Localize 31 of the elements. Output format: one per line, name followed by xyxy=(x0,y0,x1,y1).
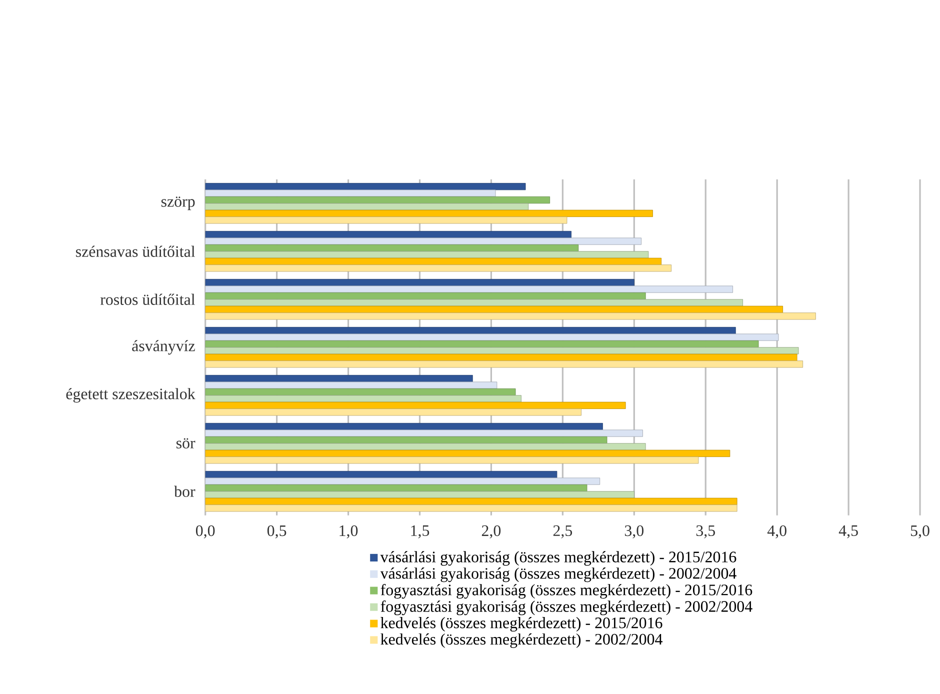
legend-label: kedvelés (összes megkérdezett) - 2015/2016 xyxy=(380,617,662,632)
y-tick-label: szörp xyxy=(161,196,195,210)
bar xyxy=(205,334,779,341)
x-tick-label: 3,5 xyxy=(696,525,715,538)
legend-label: fogyasztási gyakoriság (összes megkérdezett) - 2002/2004 xyxy=(380,600,752,616)
bar xyxy=(205,430,643,437)
y-tick-label: égetett szeszesitalok xyxy=(66,388,196,403)
legend-label: vásárlási gyakoriság (összes megkérdezett) - 2002/2004 xyxy=(380,568,736,582)
x-tick-label: 4,0 xyxy=(767,525,786,538)
x-tick-label: 3,0 xyxy=(624,525,644,538)
x-tick-label: 2,5 xyxy=(553,525,572,538)
bar xyxy=(205,238,642,245)
y-tick-label: sör xyxy=(176,438,196,448)
y-tick-label: szénsavas üdítőital xyxy=(76,246,195,257)
x-tick-label: 1,5 xyxy=(411,525,430,538)
x-tick-label: 5,0 xyxy=(910,525,930,538)
x-tick-label: 2,0 xyxy=(482,525,501,538)
x-tick-label: 0,5 xyxy=(267,525,286,538)
bar xyxy=(205,286,733,293)
bar xyxy=(205,382,498,389)
legend-label: kedvelés (összes megkérdezett) - 2002/2004 xyxy=(380,633,662,648)
y-tick-label: rostos üdítőital xyxy=(100,294,195,305)
bar xyxy=(205,190,496,197)
x-tick-label: 1,0 xyxy=(340,525,358,538)
legend-label: fogyasztási gyakoriság (összes megkérdezett) - 2015/2016 xyxy=(380,584,752,599)
bar xyxy=(205,478,600,485)
legend-label: vásárlási gyakoriság (összes megkérdezett) - 2015/2016 xyxy=(380,551,736,566)
x-tick-label: 4,5 xyxy=(838,525,858,538)
y-tick-label: ásványvíz xyxy=(132,340,195,355)
y-tick-label: bor xyxy=(174,486,196,497)
x-tick-label: 0,0 xyxy=(196,525,215,538)
